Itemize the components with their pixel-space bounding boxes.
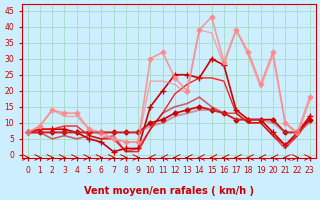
X-axis label: Vent moyen/en rafales ( km/h ): Vent moyen/en rafales ( km/h ) xyxy=(84,186,254,196)
